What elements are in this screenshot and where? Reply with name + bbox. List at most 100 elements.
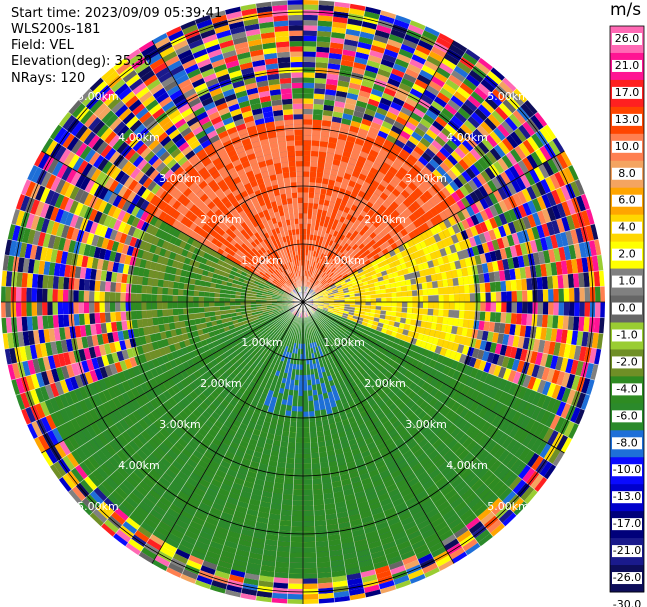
noise-gate <box>420 94 434 105</box>
noise-gate <box>516 527 532 543</box>
noise-gate <box>404 68 420 79</box>
noise-gate <box>604 269 605 287</box>
noise-gate <box>390 68 405 78</box>
noise-gate <box>156 585 174 598</box>
noise-gate <box>394 58 410 69</box>
noise-gate <box>415 44 431 56</box>
noise-gate <box>441 57 457 70</box>
noise-gate <box>339 64 353 73</box>
noise-gate <box>542 104 557 121</box>
noise-gate <box>542 289 549 302</box>
noise-gate <box>303 0 319 5</box>
noise-gate <box>600 366 605 384</box>
noise-gate <box>328 52 343 60</box>
noise-gate <box>316 46 330 53</box>
noise-gate <box>334 95 347 103</box>
noise-gate <box>541 314 549 328</box>
noise-gate <box>477 57 494 71</box>
noise-gate <box>595 398 605 417</box>
noise-gate <box>143 573 161 586</box>
noise-gate <box>561 455 575 473</box>
noise-gate <box>422 133 435 144</box>
noise-gate <box>396 134 409 145</box>
noise-gate <box>425 109 439 121</box>
noise-gate <box>484 48 501 63</box>
noise-gate <box>415 103 429 114</box>
noise-gate <box>404 121 417 132</box>
noise-gate <box>303 46 317 52</box>
noise-gate <box>62 515 78 531</box>
noise-gate <box>542 483 557 500</box>
noise-gate <box>434 116 448 128</box>
noise-gate <box>456 30 474 44</box>
noise-gate <box>438 32 455 45</box>
noise-gate <box>315 56 329 64</box>
noise-gate <box>476 559 494 574</box>
noise-gate <box>550 98 565 115</box>
noise-gate <box>387 106 401 116</box>
noise-gate <box>515 279 522 291</box>
noise-gate <box>313 88 326 95</box>
noise-gate <box>445 78 460 91</box>
noise-gate <box>316 36 331 43</box>
noise-gate <box>312 114 323 121</box>
noise-gate <box>495 302 502 313</box>
noise-gate <box>474 283 481 293</box>
noise-gate <box>456 61 472 74</box>
noise-gate <box>408 135 420 146</box>
noise-gate <box>586 155 599 173</box>
noise-gate <box>570 125 584 143</box>
noise-gate <box>351 67 366 76</box>
noise-gate <box>327 63 341 70</box>
noise-gate <box>373 34 389 44</box>
noise-gate <box>552 469 566 487</box>
noise-gate <box>270 603 288 604</box>
noise-gate <box>505 312 512 324</box>
noise-gate <box>315 62 329 69</box>
noise-gate <box>352 62 367 71</box>
noise-gate <box>338 75 351 83</box>
noise-gate <box>105 541 122 556</box>
noise-gate <box>367 98 380 108</box>
noise-gate <box>433 96 448 108</box>
noise-gate <box>423 89 437 101</box>
noise-gate <box>313 98 325 105</box>
noise-gate <box>557 315 564 330</box>
noise-gate <box>586 431 599 449</box>
noise-gate <box>560 475 575 493</box>
noise-gate <box>312 109 324 116</box>
noise-gate <box>314 72 328 79</box>
noise-gate <box>337 80 350 88</box>
noise-gate <box>495 291 502 302</box>
noise-gate <box>558 302 564 316</box>
noise-gate <box>428 124 441 136</box>
noise-gate <box>325 78 339 86</box>
noise-gate <box>375 24 392 34</box>
noise-gate <box>419 69 434 81</box>
noise-gate <box>528 515 544 531</box>
noise-gate <box>593 416 605 434</box>
noise-gate <box>417 0 435 12</box>
noise-gate <box>35 472 50 490</box>
noise-gate <box>490 40 507 55</box>
noise-gate <box>126 569 144 583</box>
noise-gate <box>416 74 431 86</box>
noise-gate <box>330 32 346 40</box>
noise-gate <box>129 564 147 578</box>
noise-gate <box>584 174 596 192</box>
noise-gate <box>343 107 355 116</box>
noise-gate <box>413 49 429 61</box>
noise-gate <box>112 559 130 574</box>
noise-gate <box>287 583 303 590</box>
noise-gate <box>385 134 397 144</box>
noise-gate <box>393 19 410 30</box>
noise-gate <box>531 495 547 512</box>
noise-gate <box>314 77 327 84</box>
noise-gate <box>66 511 82 528</box>
noise-gate <box>346 92 359 101</box>
noise-gate <box>459 564 477 578</box>
noise-gate <box>438 62 454 75</box>
noise-gate <box>546 486 561 503</box>
noise-gate <box>578 140 592 158</box>
noise-gate <box>419 118 432 129</box>
